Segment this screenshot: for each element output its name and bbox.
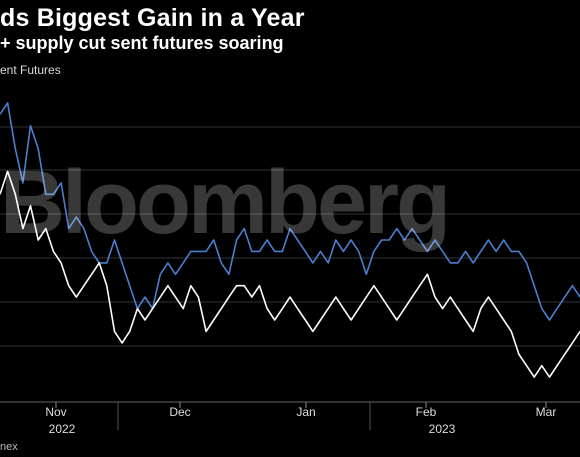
series-lines	[0, 102, 580, 378]
chart-title: ds Biggest Gain in a Year	[0, 4, 305, 32]
series-line-blue	[0, 102, 580, 321]
year-label: 2022	[49, 422, 76, 436]
gridlines	[0, 126, 580, 403]
series-label: ent Futures	[0, 63, 61, 77]
year-label: 2023	[429, 422, 456, 436]
x-tick-label: Nov	[45, 405, 66, 419]
x-tick-label: Jan	[296, 405, 315, 419]
source-note: nex	[0, 441, 18, 453]
x-tick-label: Dec	[169, 405, 190, 419]
x-tick-label: Mar	[536, 405, 557, 419]
series-line-white	[0, 170, 580, 378]
x-tick-label: Feb	[416, 405, 437, 419]
x-axis: Nov Dec Jan Feb Mar 2022 2023	[45, 402, 556, 436]
chart-subtitle: + supply cut sent futures soaring	[0, 33, 284, 53]
